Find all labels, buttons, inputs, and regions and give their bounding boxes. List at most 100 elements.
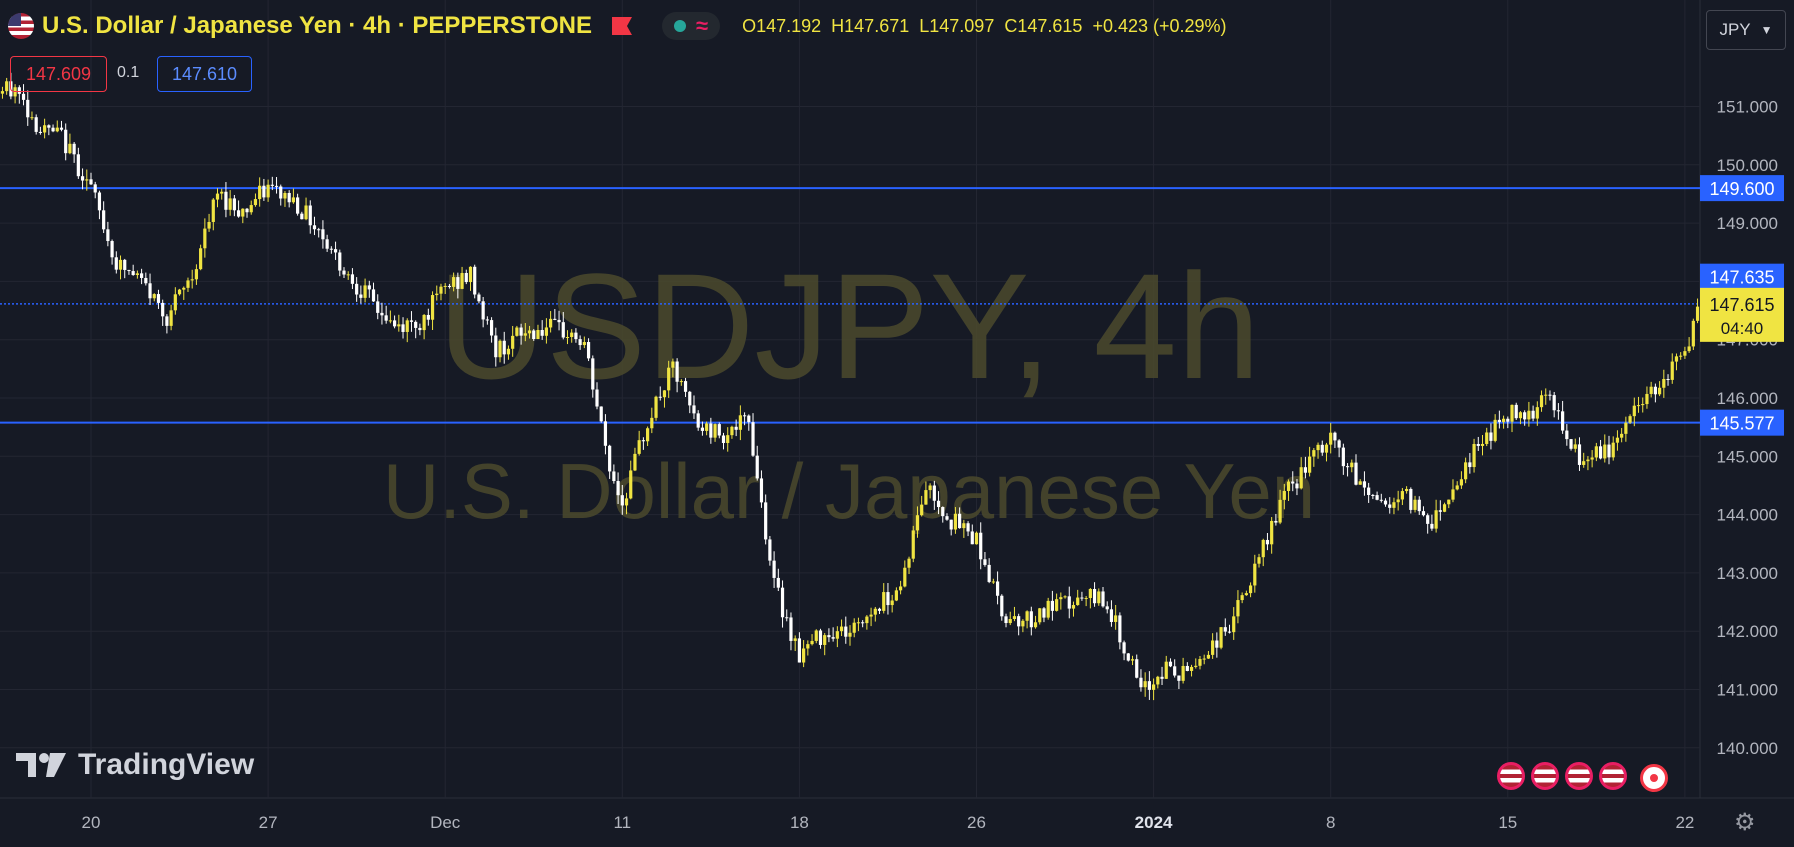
brand-name: TradingView (78, 748, 255, 781)
candle-body (911, 530, 915, 559)
horizontal-lines[interactable] (0, 187, 1700, 424)
candle-body (114, 257, 118, 270)
candle-body (1615, 437, 1620, 443)
candle-body (1067, 596, 1071, 609)
candle-body (253, 199, 258, 206)
candle-body (0, 91, 5, 94)
candle-body (1662, 378, 1666, 388)
candle-body (1114, 615, 1118, 622)
gear-icon[interactable]: ⚙ (1734, 809, 1756, 836)
candle-body (861, 622, 865, 624)
candle-body (595, 389, 599, 407)
time-tick-label: 2024 (1135, 813, 1173, 832)
candle-body (97, 192, 102, 211)
candle-body (1244, 593, 1248, 596)
candle-body (1649, 386, 1653, 394)
candle-body (1523, 412, 1527, 420)
candle-body (671, 361, 675, 368)
tradingview-logo[interactable]: TradingView (16, 748, 254, 782)
candle-body (1455, 485, 1459, 490)
candle-body (203, 228, 207, 249)
candle-body (291, 197, 295, 203)
price-tick-label: 146.000 (1717, 389, 1778, 408)
candle-body (1185, 665, 1189, 671)
us-flag-icon[interactable] (8, 13, 34, 39)
indicator-status-pill[interactable]: ≈ (661, 12, 721, 40)
candle-body (232, 198, 236, 211)
candle-body (683, 381, 688, 392)
candle-body (1004, 616, 1008, 624)
candle-body (899, 586, 903, 591)
candle-body (317, 229, 321, 231)
candle-body (675, 361, 679, 382)
candle-body (544, 327, 548, 336)
candle-body (928, 485, 932, 491)
candle-body (586, 342, 591, 359)
us-event-icon[interactable] (1599, 762, 1627, 790)
candle-body (1598, 446, 1603, 459)
candle-body (1088, 588, 1092, 599)
candle-body (68, 143, 72, 154)
candle-body (958, 513, 962, 529)
candle-body (1683, 351, 1687, 356)
candle-body (823, 635, 827, 645)
candle-body (776, 577, 780, 588)
candle-body (616, 481, 620, 496)
price-tick-label: 151.000 (1717, 98, 1778, 117)
candle-body (818, 630, 823, 645)
candle-body (393, 320, 397, 327)
time-axis[interactable]: 20 27 Dec 11 18 26 2024 8 15 22 (82, 813, 1695, 832)
candle-body (30, 117, 34, 119)
candle-body (667, 367, 671, 391)
candle-body (1687, 346, 1691, 352)
candle-body (852, 622, 856, 633)
us-event-icon[interactable] (1497, 762, 1525, 790)
candle-body (764, 502, 768, 540)
horizontal-line-label-bg (1700, 409, 1784, 436)
candle-body (1544, 394, 1548, 396)
candle-body (1392, 502, 1396, 508)
candle-body (165, 316, 169, 326)
candle-body (1126, 653, 1130, 661)
us-event-icon[interactable] (1531, 762, 1559, 790)
candle-body (1620, 433, 1624, 438)
candle-body (1164, 661, 1168, 679)
candle-body (1577, 444, 1582, 465)
symbol-title[interactable]: U.S. Dollar / Japanese Yen · 4h · PEPPER… (42, 12, 592, 39)
candle-body (903, 567, 907, 587)
candle-body (915, 515, 920, 531)
japan-event-icon[interactable] (1640, 764, 1668, 792)
buy-button[interactable]: 147.610 (157, 56, 252, 92)
candle-body (405, 320, 409, 332)
candle-body (182, 287, 186, 290)
candle-body (768, 539, 772, 561)
candle-body (658, 396, 662, 398)
candle-body (93, 184, 97, 193)
candle-body (772, 560, 776, 578)
candle-body (350, 274, 355, 284)
us-event-icon[interactable] (1565, 762, 1593, 790)
candle-body (1497, 419, 1501, 423)
candle-body (258, 185, 262, 200)
market-closed-flag-icon[interactable] (611, 17, 632, 35)
candle-body (266, 184, 270, 198)
candle-body (646, 428, 650, 442)
candle-body (641, 440, 645, 442)
currency-label: JPY (1719, 20, 1751, 39)
candle-body (1451, 489, 1455, 500)
sell-button[interactable]: 147.609 (10, 56, 107, 92)
candle-body (363, 285, 367, 298)
candle-body (1071, 605, 1076, 609)
candle-body (945, 516, 949, 520)
candle-body (789, 617, 793, 641)
candle-body (814, 630, 818, 641)
candle-body (1358, 481, 1362, 485)
candle-body (1274, 520, 1278, 523)
candle-body (650, 417, 654, 429)
candle-body (603, 421, 608, 446)
candle-body (608, 445, 612, 472)
candle-body (738, 415, 742, 430)
candle-body (802, 648, 806, 663)
currency-selector[interactable]: JPY ▼ (1706, 10, 1786, 50)
